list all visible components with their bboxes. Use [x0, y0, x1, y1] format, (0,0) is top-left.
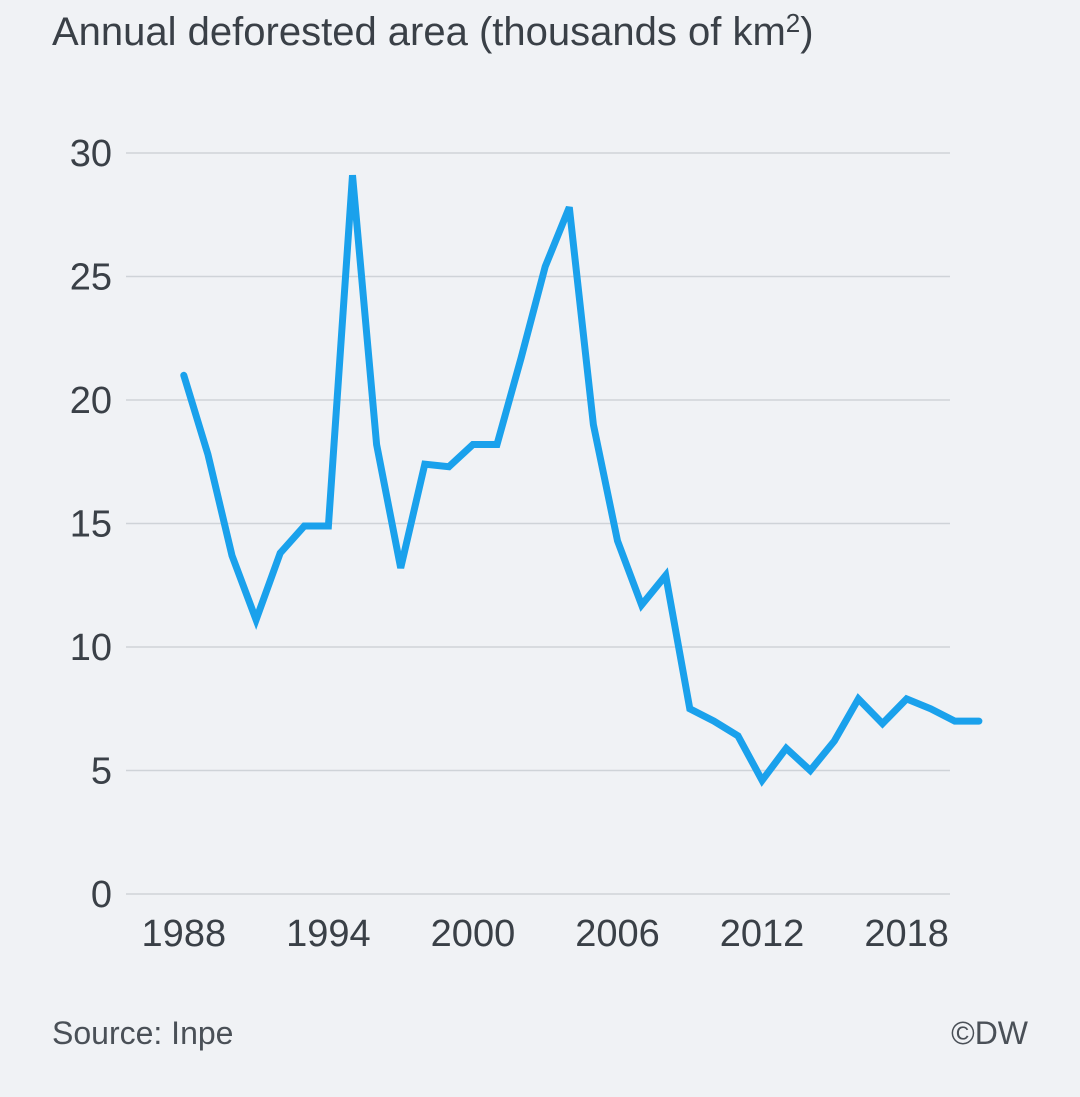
- gridlines: [126, 152, 950, 895]
- series-line-0: [180, 174, 983, 787]
- y-tick-label: 15: [70, 504, 112, 546]
- y-tick-label: 20: [70, 380, 112, 422]
- chart-title-end: ): [800, 10, 814, 54]
- y-tick-label: 30: [70, 133, 112, 175]
- x-tick-label: 2012: [720, 913, 805, 955]
- series-layer: [180, 174, 983, 787]
- x-tick-label: 2000: [431, 913, 516, 955]
- chart-title-main: Annual deforested area (thousands of km: [52, 10, 786, 54]
- x-tick-label: 2018: [864, 913, 949, 955]
- y-tick-label: 25: [70, 257, 112, 299]
- x-tick-label: 1994: [286, 913, 371, 955]
- y-tick-label: 0: [91, 874, 112, 916]
- credit-note: ©DW: [951, 1015, 1028, 1051]
- chart-title-superscript: 2: [785, 8, 801, 38]
- y-axis-ticks: 0 5 10 15 20 25 30: [70, 133, 112, 916]
- x-tick-label: 2006: [575, 913, 660, 955]
- line-chart: 0 5 10 15 20 25 30 1988 1994 2000 2006 2012 2018: [70, 133, 983, 955]
- x-tick-label: 1988: [142, 913, 227, 955]
- y-tick-label: 10: [70, 627, 112, 669]
- y-tick-label: 5: [91, 751, 112, 793]
- source-note: Source: Inpe: [52, 1015, 234, 1051]
- x-axis-ticks: 1988 1994 2000 2006 2012 2018: [142, 913, 949, 955]
- chart-title: Annual deforested area (thousands of km2…: [52, 8, 814, 55]
